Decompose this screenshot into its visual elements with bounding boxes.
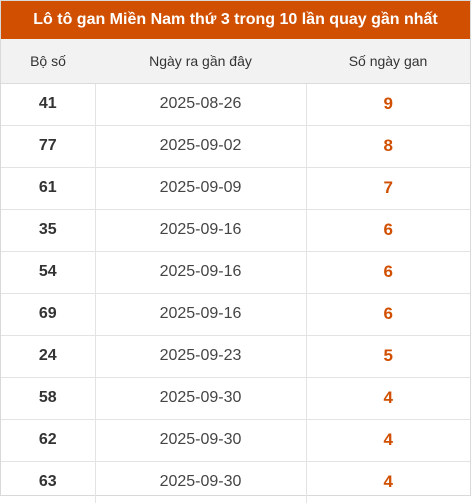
column-header-date: Ngày ra gần đây [95,39,306,84]
row-number: 62 [1,418,95,461]
row-number: 77 [1,124,95,167]
row-days: 6 [306,250,470,293]
row-date: 2025-09-16 [94,292,307,335]
row-number: 61 [1,166,95,209]
table-row: 35 2025-09-16 6 [1,208,470,251]
row-date: 2025-09-23 [94,334,307,377]
table-row: 24 2025-09-23 5 [1,334,470,377]
row-days: 4 [306,376,470,419]
table-row: 58 2025-09-30 4 [1,376,470,419]
column-header-days: Số ngày gan [306,39,470,84]
table-row: 61 2025-09-09 7 [1,166,470,209]
row-number: 41 [38,95,57,112]
row-number: 24 [1,334,95,377]
table-header-row: Bộ số Ngày ra gần đây Số ngày gan [1,39,470,84]
row-date: 2025-09-09 [94,166,307,209]
row-number: 69 [1,292,95,335]
table-row: 77 2025-09-02 8 [1,124,470,167]
table-row: 54 2025-09-16 6 [1,250,470,293]
row-number: 63 [1,460,95,503]
row-days: 5 [306,334,470,377]
row-date: 2025-09-30 [94,418,307,461]
table-row: 63 2025-09-30 4 [1,460,470,503]
row-days: 9 [383,94,393,113]
row-date: 2025-09-16 [94,250,307,293]
table-row: 62 2025-09-30 4 [1,418,470,461]
table-row: 69 2025-09-16 6 [1,292,470,335]
row-number: 35 [1,208,95,251]
table-row: 41 2025-08-26 9 [1,83,470,125]
row-days: 6 [306,292,470,335]
row-number: 58 [1,376,95,419]
row-days: 8 [306,124,470,167]
row-date: 2025-09-16 [94,208,307,251]
table-title: Lô tô gan Miền Nam thứ 3 trong 10 lần qu… [1,1,470,39]
row-days: 6 [306,208,470,251]
row-date: 2025-09-30 [94,460,307,503]
gan-table: Bộ số Ngày ra gần đây Số ngày gan 41 202… [1,39,470,503]
row-date: 2025-08-26 [94,83,307,125]
row-date: 2025-09-02 [94,124,307,167]
row-days: 7 [306,166,470,209]
row-days: 4 [306,418,470,461]
column-header-number: Bộ số [1,39,95,84]
row-date: 2025-09-30 [94,376,307,419]
row-number: 54 [1,250,95,293]
row-days: 4 [306,460,470,503]
